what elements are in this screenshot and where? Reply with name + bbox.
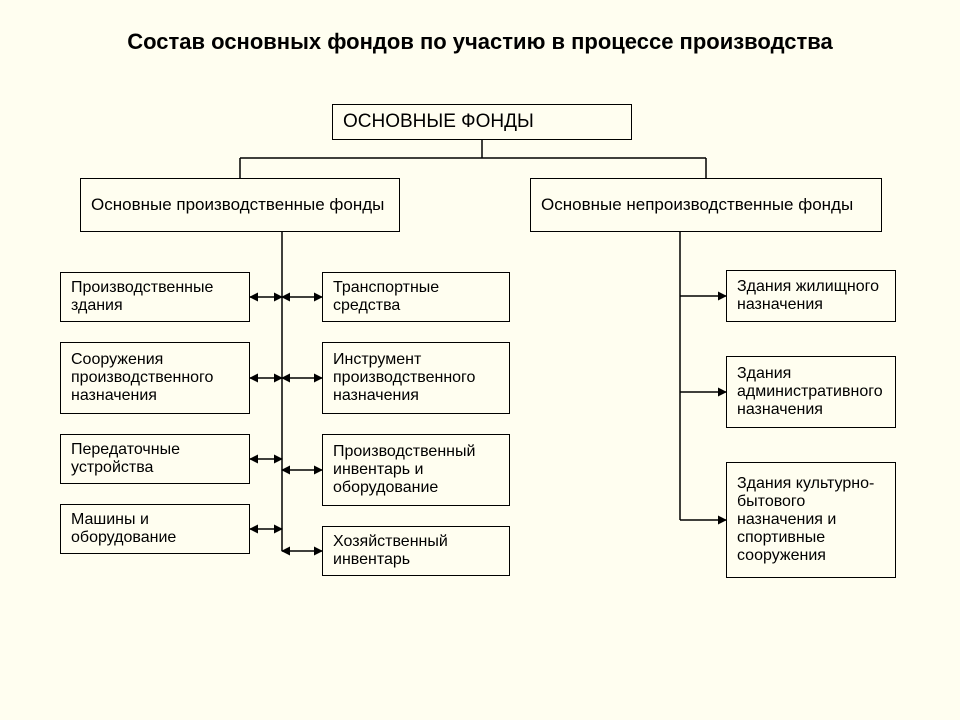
branch-0-left-item-0: Производственные здания — [60, 272, 250, 322]
root-node: ОСНОВНЫЕ ФОНДЫ — [332, 104, 632, 140]
branch-0-left-item-3: Машины и оборудование — [60, 504, 250, 554]
branch-node-1: Основные непроизводственные фонды — [530, 178, 882, 232]
branch-0-right-item-0: Транспортные средства — [322, 272, 510, 322]
branch-0-right-item-3: Хозяйственный инвентарь — [322, 526, 510, 576]
branch-0-right-item-1: Инструмент производственного назначения — [322, 342, 510, 414]
branch-0-left-item-2: Передаточные устройства — [60, 434, 250, 484]
diagram-title: Состав основных фондов по участию в проц… — [0, 28, 960, 57]
branch-1-right-item-0: Здания жилищного назначения — [726, 270, 896, 322]
branch-1-right-item-2: Здания культурно-бытового назначения и с… — [726, 462, 896, 578]
branch-1-right-item-1: Здания административного назначения — [726, 356, 896, 428]
branch-0-left-item-1: Сооружения производственного назначения — [60, 342, 250, 414]
branch-0-right-item-2: Производственный инвентарь и оборудовани… — [322, 434, 510, 506]
branch-node-0: Основные производственные фонды — [80, 178, 400, 232]
